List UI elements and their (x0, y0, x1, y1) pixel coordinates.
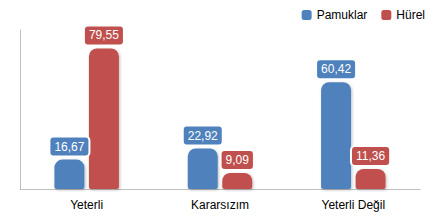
svg-text:11,36: 11,36 (356, 149, 385, 163)
svg-text:Pamuklar: Pamuklar (317, 8, 368, 22)
svg-text:22,92: 22,92 (188, 129, 218, 143)
svg-text:Yeterli Değil: Yeterli Değil (322, 198, 386, 212)
svg-text:Hürel: Hürel (396, 8, 425, 22)
svg-text:60,42: 60,42 (321, 62, 351, 76)
svg-text:16,67: 16,67 (54, 140, 84, 154)
svg-text:Yeterli: Yeterli (70, 198, 103, 212)
svg-text:9,09: 9,09 (226, 153, 250, 167)
svg-text:Kararsızım: Kararsızım (191, 198, 249, 212)
svg-text:79,55: 79,55 (89, 28, 119, 42)
